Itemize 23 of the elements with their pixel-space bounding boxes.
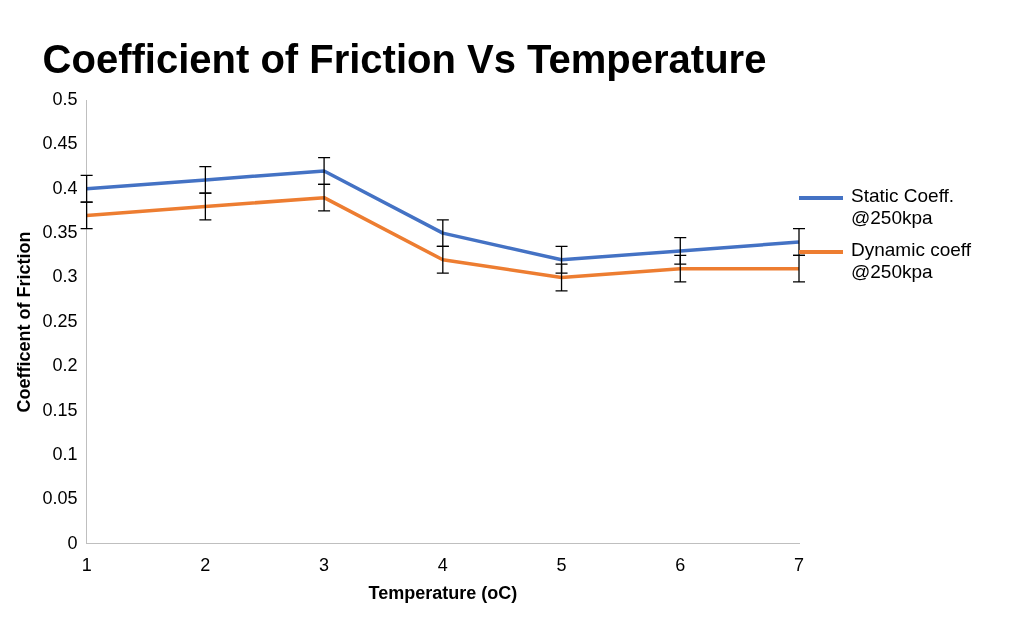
y-tick-label: 0.4	[52, 177, 78, 198]
y-axis-title: Coefficent of Friction	[13, 231, 34, 413]
legend-label: Static Coeff. @250kpa	[851, 185, 956, 229]
x-axis-title: Temperature (oC)	[368, 583, 518, 604]
y-tick-label: 0.35	[42, 222, 78, 243]
x-tick-label: 1	[81, 554, 92, 575]
y-tick-label: 0.45	[42, 133, 78, 154]
x-tick-label: 7	[793, 554, 805, 575]
x-tick-label: 3	[319, 554, 330, 575]
y-tick-label: 0.3	[52, 266, 78, 287]
y-tick-label: 0.05	[42, 488, 78, 509]
x-tick-label: 6	[675, 554, 686, 575]
y-tick-label: 0.5	[52, 88, 78, 109]
y-tick-label: 0	[67, 532, 78, 553]
y-tick-label: 0.25	[42, 310, 78, 331]
x-tick-label: 2	[200, 554, 211, 575]
legend-label: Dynamic coeff @250kpa	[851, 239, 973, 283]
y-tick-label: 0.2	[52, 355, 78, 376]
y-tick-label: 0.15	[42, 399, 78, 420]
y-tick-label: 0.1	[52, 444, 78, 465]
x-tick-label: 4	[437, 554, 448, 575]
chart-title: Coefficient of Friction Vs Temperature	[42, 37, 767, 82]
x-tick-label: 5	[556, 554, 567, 575]
